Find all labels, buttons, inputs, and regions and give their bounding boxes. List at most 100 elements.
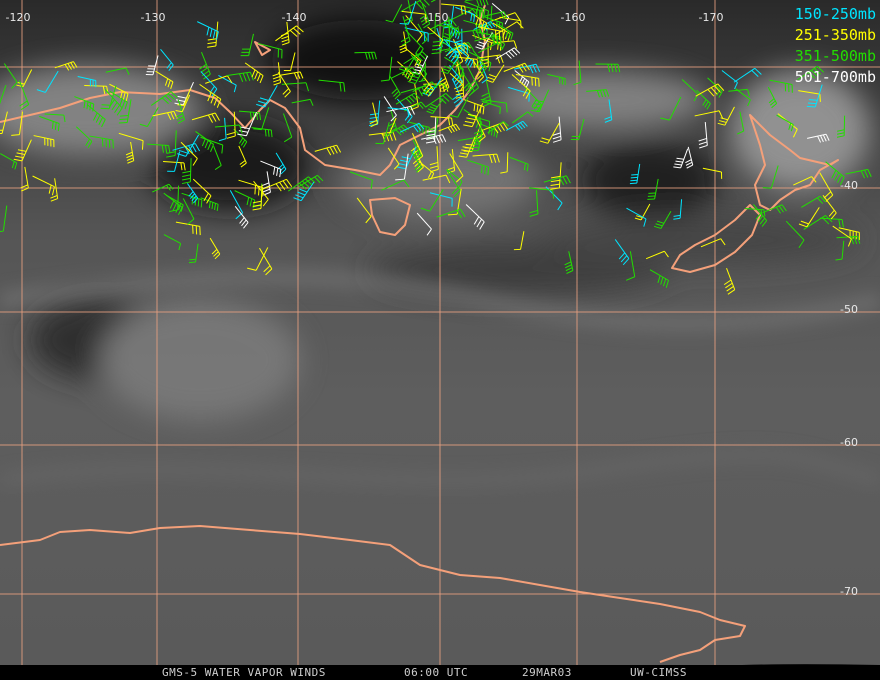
wind-barb [835,240,845,261]
wind-barb [209,237,221,260]
barb-shaft [721,70,738,83]
wind-barb [466,64,480,95]
barb-flag [174,102,184,106]
barb-flag [207,38,217,41]
barb-flag [177,104,184,107]
barb-shaft [626,207,647,220]
barb-shaft [578,60,582,83]
barb-shaft [838,227,860,233]
barb-flag [182,177,191,181]
barb-flag [720,117,728,121]
wind-barb [421,134,447,145]
barb-flag [473,216,480,225]
barb-flag [164,95,172,102]
barb-shaft [520,231,525,250]
wind-barb [262,178,293,192]
wind-barb [485,64,505,83]
barb-shaft [832,225,852,240]
barb-flag [530,109,540,113]
barb-flag [629,182,637,185]
barb-flag [464,120,474,124]
barb-flag [462,146,471,149]
wind-barb [700,238,726,248]
barb-flag [532,64,537,73]
barb-flag [475,71,481,78]
barb-shaft [229,190,244,213]
barb-shaft [478,26,504,32]
barb-flag [464,6,467,15]
barb-flag [476,43,484,48]
barb-flag [559,177,565,186]
wind-barb [191,112,220,123]
barb-flag [490,21,496,28]
barb-flag [199,63,207,70]
barb-shaft [450,5,455,28]
barb-flag [211,88,218,97]
barb-shaft [547,73,566,80]
wind-barb [822,194,837,220]
barb-flag [839,176,845,186]
barb-flag [442,95,450,102]
barb-flag [631,173,639,176]
barb-flag [441,82,448,91]
barb-flag [467,80,476,88]
barb-flag [439,97,447,104]
barb-shaft [614,239,630,259]
barb-flag [365,52,368,60]
barb-flag [564,261,572,266]
wind-barb [200,197,219,212]
barb-shaft [480,99,507,104]
barb-flag [284,91,291,98]
barb-shaft [226,71,251,77]
wind-barb [625,251,636,281]
barb-shaft [471,103,484,127]
wind-barb [205,75,233,84]
barb-flag [465,143,475,146]
barb-shaft [403,46,422,62]
barb-flag [429,165,439,169]
barb-flag [465,85,472,92]
wind-barb [649,269,669,288]
barb-shaft [441,67,450,88]
barb-flag [447,213,458,216]
wind-barb [653,211,672,229]
barb-flag [167,112,172,121]
wind-barb [293,181,315,202]
barb-flag [717,83,725,91]
barb-flag [864,169,869,178]
wind-barb [283,52,296,72]
barb-flag [273,79,281,83]
wind-barb [381,179,410,191]
barb-flag [492,154,497,163]
wind-barb [100,85,117,110]
barb-shaft [586,89,607,92]
barb-flag [604,116,612,120]
wind-barb [291,98,314,106]
barb-flag [416,54,423,62]
barb-flag [737,130,744,135]
barb-flag [475,29,480,39]
barb-flag [212,30,216,39]
barb-flag [457,73,465,80]
barb-flag [483,22,488,31]
barb-flag [182,170,191,174]
barb-shaft [214,124,240,128]
barb-flag [282,88,289,95]
new-zealand-north [749,114,839,211]
barb-flag [218,138,227,142]
legend-entry: 501-700mb [795,68,876,86]
wind-barb [399,122,425,133]
barb-flag [400,65,409,69]
wind-barb [44,113,66,123]
barb-flag [778,205,784,213]
barb-shaft [478,42,499,54]
barb-flag [441,38,450,42]
barb-shaft [467,159,489,168]
barb-shaft [147,106,159,127]
barb-shaft [277,62,282,83]
barb-shaft [464,1,489,12]
barb-flag [482,0,486,6]
latitude-label: -60 [840,436,858,449]
barb-shaft [191,112,216,121]
barb-shaft [466,136,476,158]
